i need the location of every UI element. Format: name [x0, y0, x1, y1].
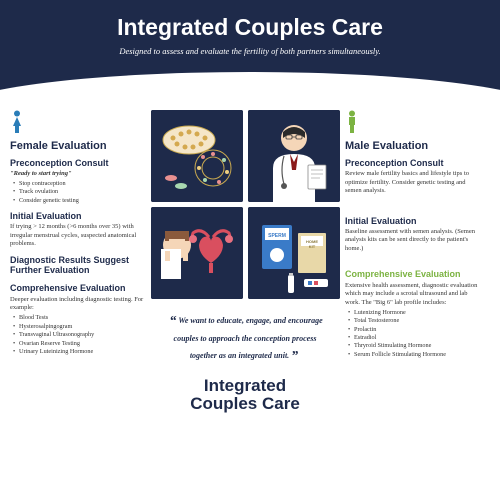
female-ready-quote: "Ready to start trying": [10, 170, 145, 178]
female-icon: [10, 110, 24, 134]
list-item: Stop contraception: [13, 180, 145, 188]
big-title-line1: Integrated: [204, 376, 286, 395]
male-heading: Male Evaluation: [345, 140, 480, 152]
list-item: Ovarian Reserve Testing: [13, 340, 145, 348]
list-item: Hysterosalpingogram: [13, 323, 145, 331]
tile-contraception: [151, 110, 243, 202]
female-initial-text: If trying > 12 months (>6 months over 35…: [10, 223, 145, 248]
male-initial-text: Baseline assessment with semen analysis.…: [345, 228, 480, 253]
female-comprehensive-title: Comprehensive Evaluation: [10, 283, 145, 293]
male-comprehensive-text: Extensive health assessment, diagnostic …: [345, 282, 480, 307]
male-column: Male Evaluation Preconception Consult Re…: [345, 110, 480, 414]
open-quote-icon: “: [167, 314, 178, 329]
list-item: Lutenizing Hormone: [348, 309, 480, 317]
center-quote: “We want to educate, engage, and encoura…: [150, 309, 340, 377]
female-heading: Female Evaluation: [10, 140, 145, 152]
list-item: Serum Follicle Stimulating Hormone: [348, 351, 480, 359]
male-preconception-title: Preconception Consult: [345, 158, 480, 168]
quote-text: We want to educate, engage, and encourag…: [174, 316, 323, 360]
list-item: Thryroid Stimulating Hormone: [348, 342, 480, 350]
image-grid: SPERM CHECK HOME KIT: [151, 110, 340, 299]
male-initial-title: Initial Evaluation: [345, 216, 480, 226]
list-item: Consider genetic testing: [13, 197, 145, 205]
female-preconception-list: Stop contraception Track ovulation Consi…: [10, 180, 145, 205]
header-banner: Integrated Couples Care Designed to asse…: [0, 0, 500, 92]
content-area: Female Evaluation Preconception Consult …: [0, 92, 500, 414]
tile-uterus: [151, 207, 243, 299]
svg-text:CHECK: CHECK: [269, 239, 283, 244]
list-item: Blood Tests: [13, 314, 145, 322]
tile-sperm-kit: SPERM CHECK HOME KIT: [248, 207, 340, 299]
svg-text:KIT: KIT: [308, 244, 315, 249]
center-big-title: Integrated Couples Care: [190, 377, 300, 414]
page-subtitle: Designed to assess and evaluate the fert…: [0, 46, 500, 56]
list-item: Track ovulation: [13, 188, 145, 196]
list-item: Urinary Luteinizing Hormone: [13, 348, 145, 356]
list-item: Prolactin: [348, 326, 480, 334]
list-item: Total Testosterone: [348, 317, 480, 325]
male-icon: [345, 110, 359, 134]
page-title: Integrated Couples Care: [0, 14, 500, 41]
tile-doctor: [248, 110, 340, 202]
female-preconception-title: Preconception Consult: [10, 158, 145, 168]
female-column: Female Evaluation Preconception Consult …: [10, 110, 145, 414]
close-quote-icon: ”: [289, 349, 300, 364]
list-item: Estradiol: [348, 334, 480, 342]
list-item: Transvaginal Ultrasonography: [13, 331, 145, 339]
female-comprehensive-list: Blood Tests Hysterosalpingogram Transvag…: [10, 314, 145, 356]
male-comprehensive-list: Lutenizing Hormone Total Testosterone Pr…: [345, 309, 480, 359]
center-column: SPERM CHECK HOME KIT “We want to educate…: [145, 110, 345, 414]
female-diagnostic-title: Diagnostic Results Suggest Further Evalu…: [10, 255, 145, 276]
male-preconception-text: Review male fertility basics and lifesty…: [345, 170, 480, 195]
female-comprehensive-text: Deeper evaluation including diagnostic t…: [10, 296, 145, 313]
big-title-line2: Couples Care: [190, 394, 300, 413]
female-initial-title: Initial Evaluation: [10, 211, 145, 221]
male-comprehensive-title: Comprehensive Evaluation: [345, 269, 480, 279]
